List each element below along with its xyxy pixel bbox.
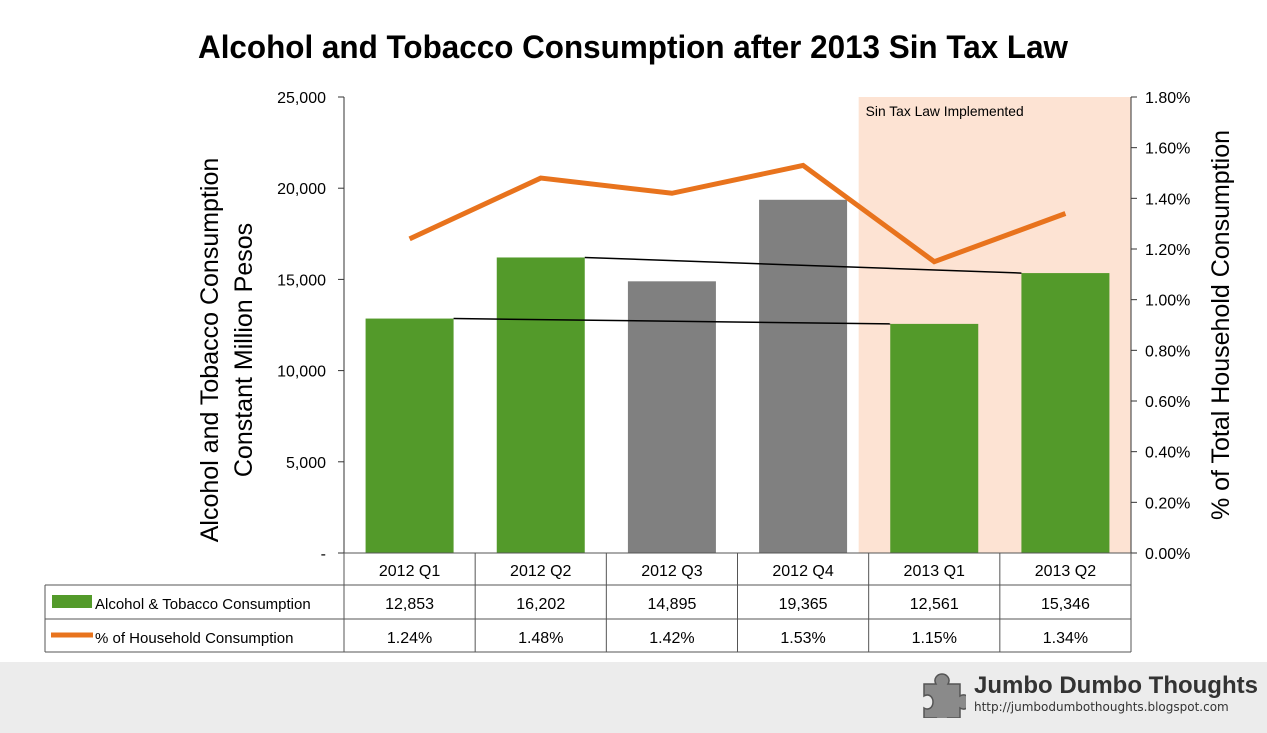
category-label: 2012 Q4 <box>772 563 833 580</box>
footer-band <box>0 662 1267 733</box>
left-tick-label: 15,000 <box>277 272 326 289</box>
left-tick-label: 5,000 <box>286 455 326 472</box>
household-share-line <box>408 162 1067 265</box>
bar-data-label: 12,561 <box>910 596 959 613</box>
brand-url[interactable]: http://jumbodumbothoughts.blogspot.com <box>974 700 1229 714</box>
legend-label-bar: Alcohol & Tobacco Consumption <box>95 596 311 613</box>
category-label: 2013 Q1 <box>904 563 965 580</box>
comparison-line <box>453 317 891 325</box>
right-tick-label: 0.00% <box>1145 546 1190 563</box>
bar-data-label: 19,365 <box>779 596 828 613</box>
category-label: 2012 Q2 <box>510 563 571 580</box>
line-data-label: 1.24% <box>387 630 432 647</box>
comparison-line <box>584 256 1022 274</box>
left-tick-label: - <box>321 546 326 563</box>
right-tick-label: 1.60% <box>1145 141 1190 158</box>
bar-data-label: 15,346 <box>1041 596 1090 613</box>
right-tick-label: 0.20% <box>1145 495 1190 512</box>
bar-2012-q3 <box>627 281 716 553</box>
line-data-label: 1.42% <box>649 630 694 647</box>
right-tick-label: 0.60% <box>1145 394 1190 411</box>
line-data-label: 1.53% <box>780 630 825 647</box>
left-tick-label: 25,000 <box>277 90 326 107</box>
right-tick-label: 1.00% <box>1145 293 1190 310</box>
sin-tax-annotation: Sin Tax Law Implemented <box>866 103 1024 119</box>
left-axis-title-units: Constant Million Pesos <box>230 223 258 477</box>
brand-block[interactable]: Jumbo Dumbo Thoughts http://jumbodumboth… <box>918 670 1258 720</box>
bar-data-label: 16,202 <box>516 596 565 613</box>
line-data-label: 1.34% <box>1043 630 1088 647</box>
category-label: 2013 Q2 <box>1035 563 1096 580</box>
right-tick-label: 0.40% <box>1145 445 1190 462</box>
left-tick-label: 10,000 <box>277 364 326 381</box>
bar-2013-q2 <box>1021 273 1110 553</box>
right-tick-label: 1.20% <box>1145 242 1190 259</box>
right-axis-title: % of Total Household Consumption <box>1207 130 1235 520</box>
line-data-label: 1.48% <box>518 630 563 647</box>
category-label: 2012 Q1 <box>379 563 440 580</box>
line-data-label: 1.15% <box>912 630 957 647</box>
puzzle-piece-icon <box>923 673 966 718</box>
bar-data-label: 12,853 <box>385 596 434 613</box>
brand-name: Jumbo Dumbo Thoughts <box>974 672 1258 699</box>
legend-label-line: % of Household Consumption <box>95 630 293 647</box>
right-tick-label: 1.80% <box>1145 90 1190 107</box>
bar-2012-q4 <box>759 199 848 553</box>
bar-data-label: 14,895 <box>647 596 696 613</box>
bar-2012-q2 <box>496 257 585 553</box>
bar-2012-q1 <box>365 318 454 553</box>
bar-2013-q1 <box>890 323 979 553</box>
right-tick-label: 0.80% <box>1145 343 1190 360</box>
legend-key-bar <box>52 595 92 608</box>
right-tick-label: 1.40% <box>1145 191 1190 208</box>
chart-title: Alcohol and Tobacco Consumption after 20… <box>198 29 1068 65</box>
category-label: 2012 Q3 <box>641 563 702 580</box>
left-tick-label: 20,000 <box>277 181 326 198</box>
left-axis-title: Alcohol and Tobacco Consumption <box>196 158 224 543</box>
